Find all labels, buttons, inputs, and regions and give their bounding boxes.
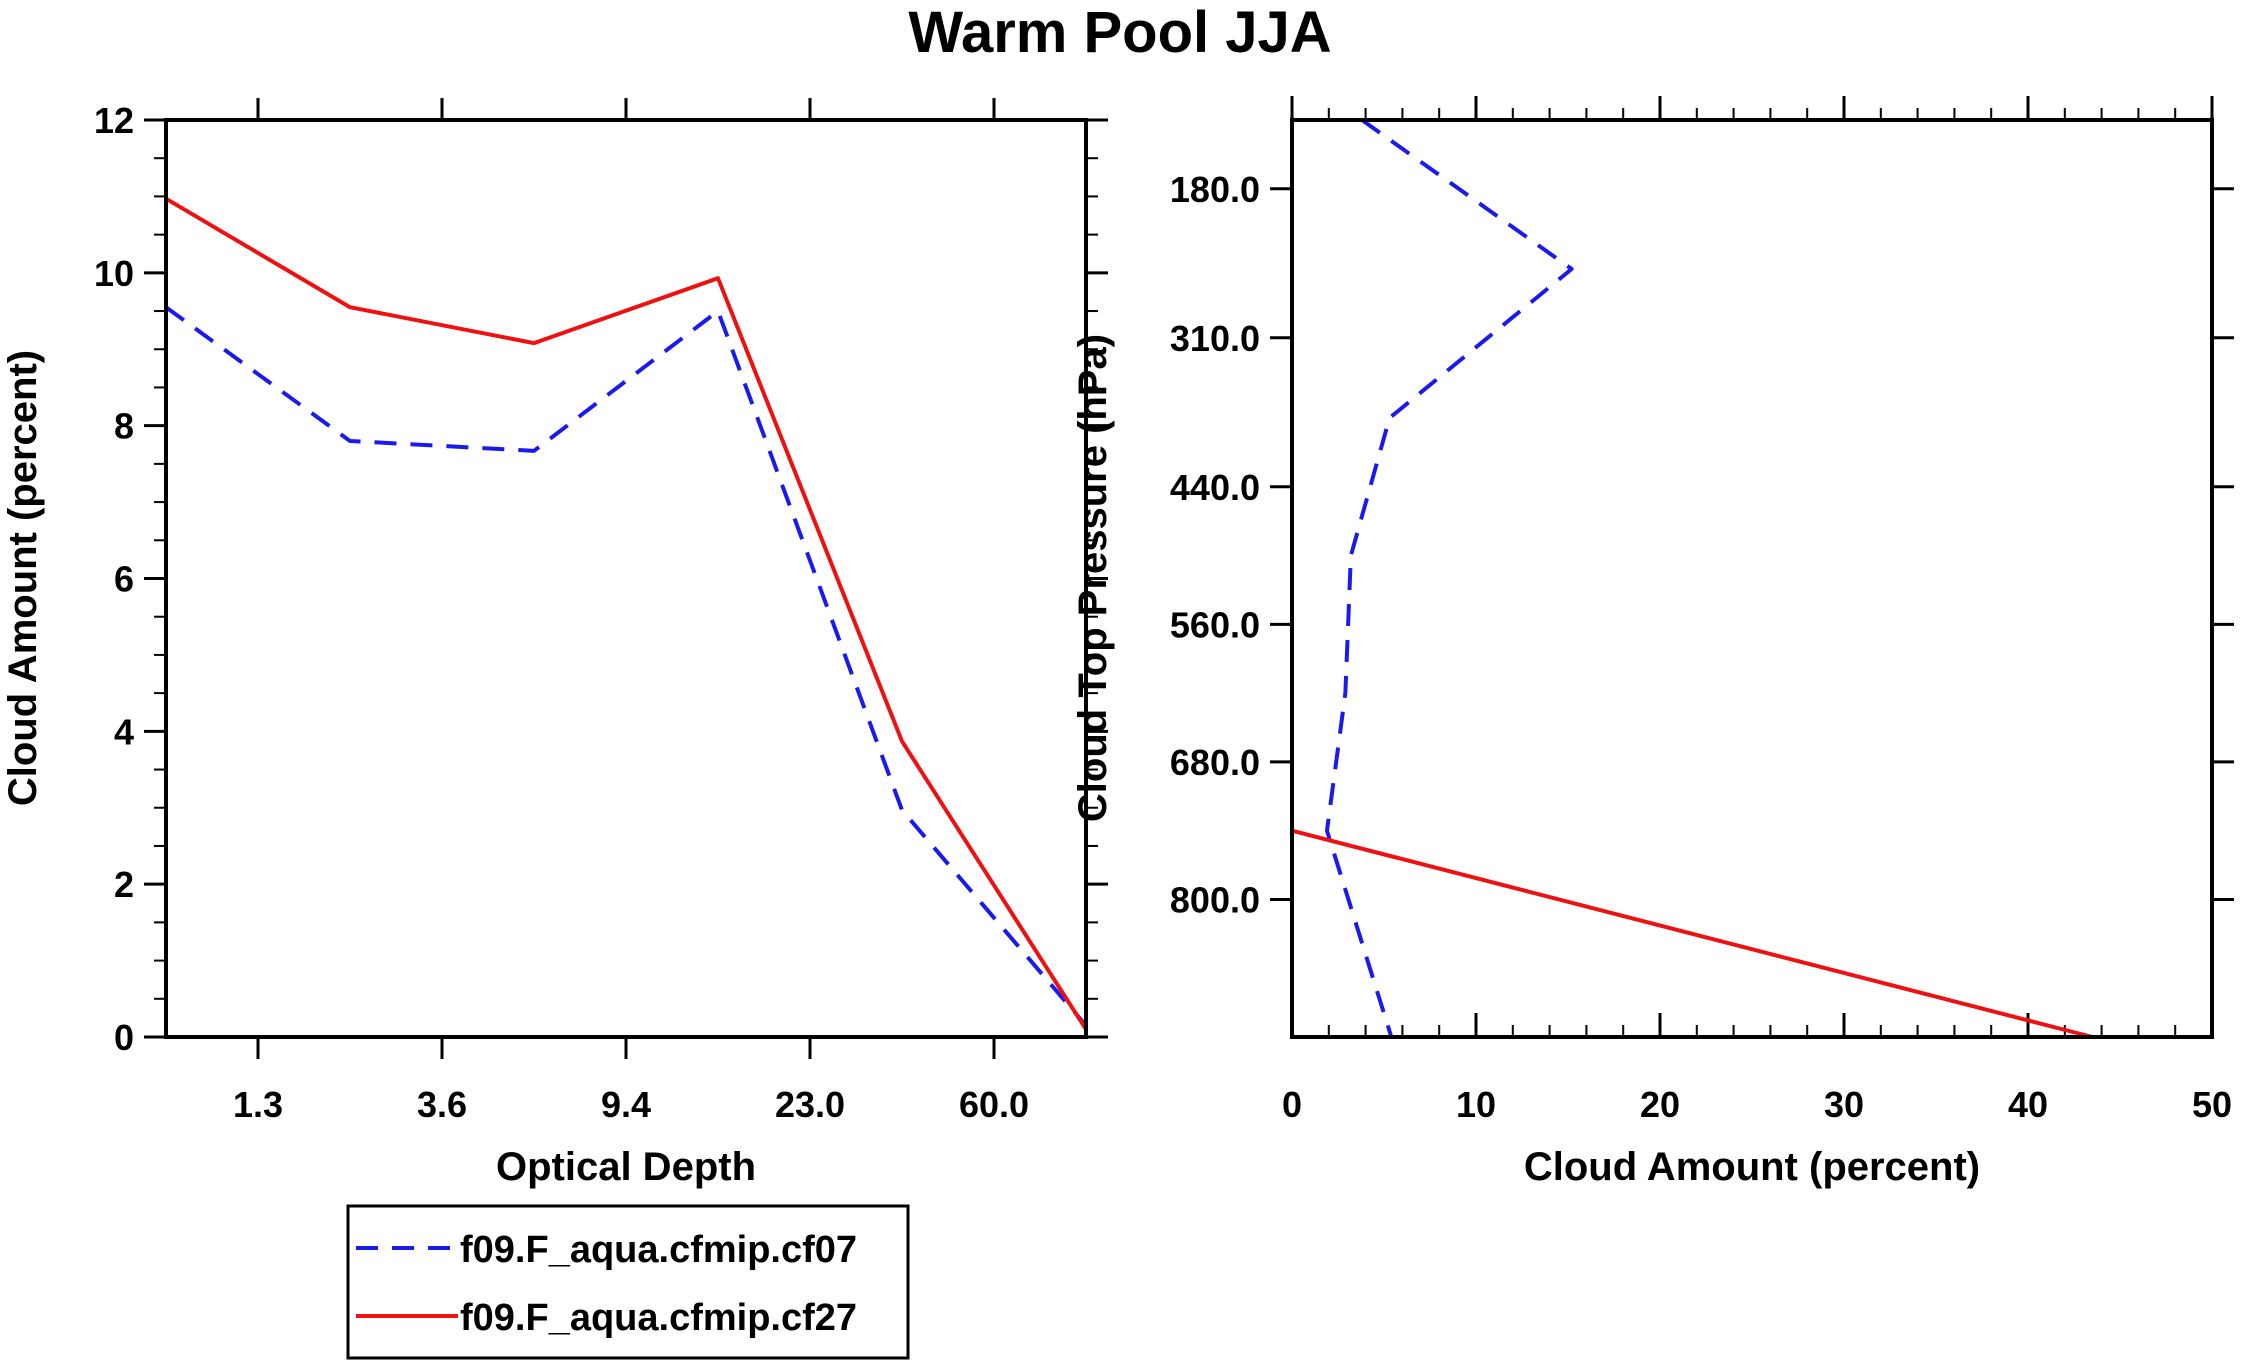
right-y-tick-label: 180.0	[1170, 169, 1260, 210]
cloud-top-pressure-chart: 0 10 20 30 40 50 180.0 310.0 440.0 560.0 680.0 800.…	[1071, 96, 2234, 1189]
left-plot-frame	[164, 118, 1088, 1039]
optical-depth-chart: 0 2 4 6 8 10 12 1.3 3.6 9.4 23.0 60.0 Optical Depth…	[1, 98, 1108, 1189]
left-y-tick-label: 6	[114, 559, 134, 600]
right-x-axis-label: Cloud Amount (percent)	[1524, 1145, 1980, 1189]
left-y-tick-label: 0	[114, 1017, 134, 1058]
right-x-tick-label: 40	[2008, 1084, 2048, 1125]
left-y-tick-label: 12	[94, 100, 134, 141]
right-plot-frame	[1290, 118, 2214, 1039]
right-series-line-cf27	[1291, 828, 2093, 1039]
right-y-tick-label: 310.0	[1170, 318, 1260, 359]
right-y-tick-label: 440.0	[1170, 467, 1260, 508]
right-x-tick-label: 0	[1282, 1084, 1302, 1125]
left-x-tick-label: 1.3	[233, 1084, 283, 1125]
right-series-line-cf07	[1324, 118, 1574, 1038]
left-x-axis-label: Optical Depth	[496, 1145, 756, 1189]
right-y-tick-label: 800.0	[1170, 879, 1260, 920]
legend-label-cf27: f09.F_aqua.cfmip.cf27	[460, 1297, 857, 1339]
right-y-tick-label: 680.0	[1170, 742, 1260, 783]
left-x-tick-label: 3.6	[417, 1084, 467, 1125]
left-y-tick-label: 2	[114, 864, 134, 905]
left-y-tick-label: 4	[114, 711, 134, 752]
left-series-line-cf07	[164, 305, 1088, 1027]
left-y-axis-label: Cloud Amount (percent)	[1, 350, 45, 806]
legend-label-cf07: f09.F_aqua.cfmip.cf07	[460, 1229, 857, 1271]
right-y-axis-label: Cloud Top Pressure (hPa)	[1071, 334, 1115, 822]
left-x-tick-label: 23.0	[775, 1084, 845, 1125]
right-x-tick-label: 30	[1824, 1084, 1864, 1125]
left-series-line-cf27	[164, 196, 1088, 1031]
left-y-tick-label: 10	[94, 253, 134, 294]
left-y-tick-label: 8	[114, 406, 134, 447]
left-x-tick-label: 9.4	[601, 1084, 651, 1125]
legend-box	[346, 1204, 910, 1360]
right-y-tick-label: 560.0	[1170, 604, 1260, 645]
left-x-tick-label: 60.0	[959, 1084, 1029, 1125]
figure-title: Warm Pool JJA	[908, 0, 1331, 65]
right-x-tick-label: 10	[1456, 1084, 1496, 1125]
legend: f09.F_aqua.cfmip.cf07 f09.F_aqua.cfmip.c…	[346, 1204, 910, 1360]
right-x-tick-label: 50	[2192, 1084, 2232, 1125]
right-x-tick-label: 20	[1640, 1084, 1680, 1125]
